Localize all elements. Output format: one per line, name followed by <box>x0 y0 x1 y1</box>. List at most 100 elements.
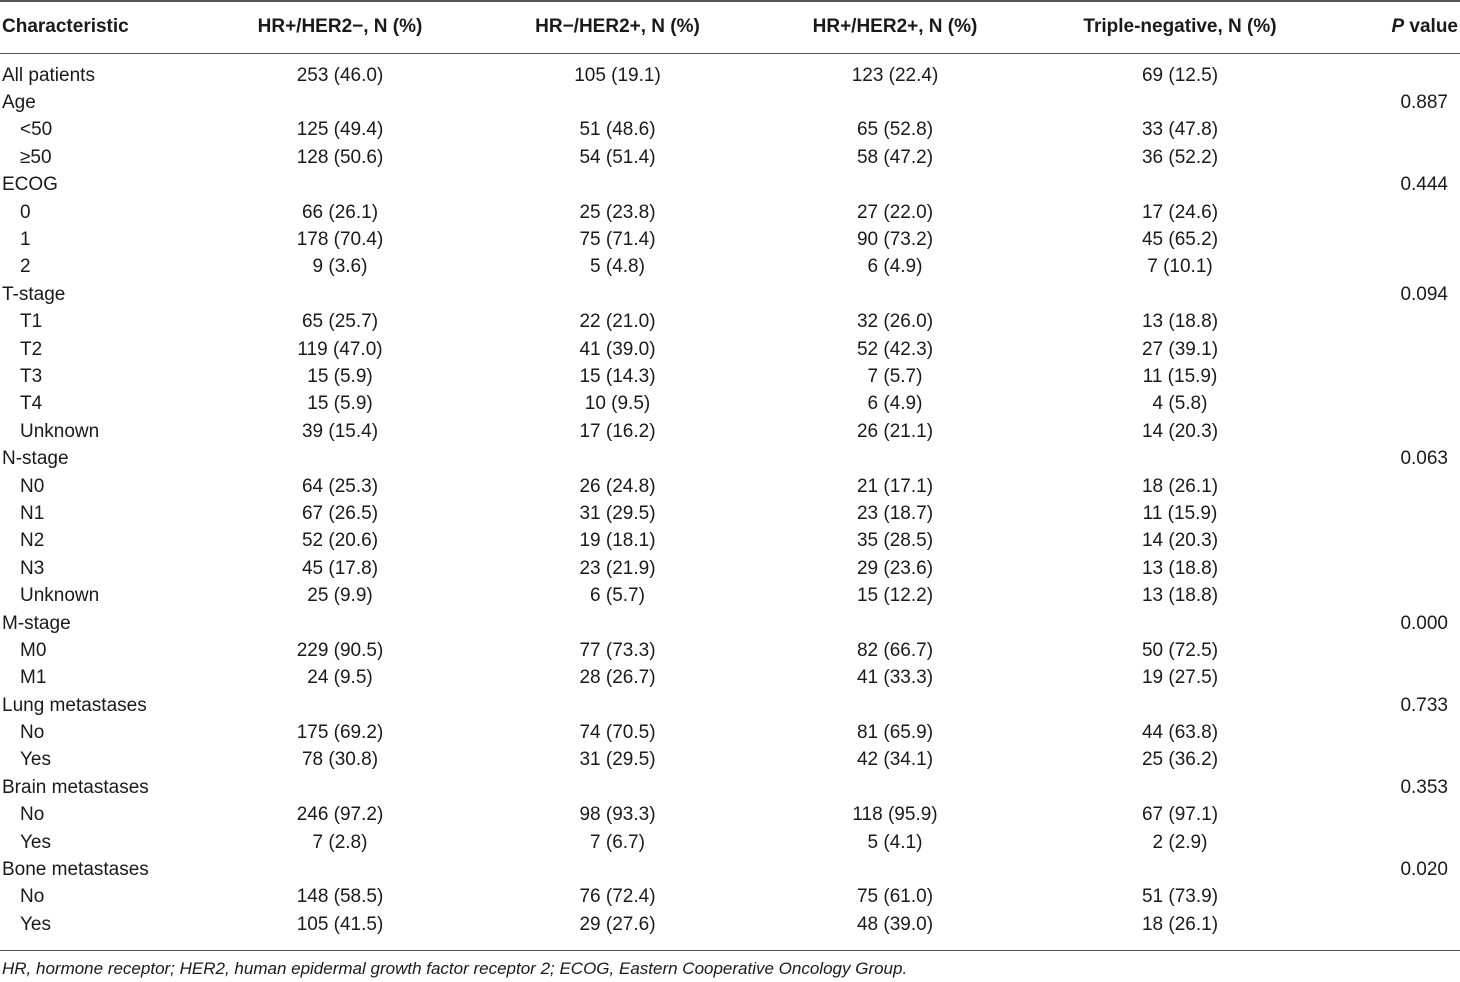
table-row: T2 119 (47.0) 41 (39.0) 52 (42.3) 27 (39.1) <box>0 336 1460 363</box>
table-row: T-stage 0.094 <box>0 281 1460 308</box>
cell-hr-pos-her2-neg: 105 (41.5) <box>296 913 384 935</box>
cell-triple-negative: 44 (63.8) <box>1141 722 1219 744</box>
cell-hr-pos-her2-neg: 9 (3.6) <box>312 256 368 278</box>
cell-hr-neg-her2-pos: 6 (5.7) <box>590 585 645 607</box>
cell-p-value <box>1325 884 1460 911</box>
cell-hr-pos-her2-neg <box>200 856 480 883</box>
cell-hr-neg-her2-pos <box>480 610 755 637</box>
cell-hr-pos-her2-neg <box>200 774 480 801</box>
cell-triple-negative: 14 (20.3) <box>1141 530 1219 552</box>
cell-p-value: 0.094 <box>1400 283 1448 305</box>
cell-triple-negative: 17 (24.6) <box>1141 201 1219 223</box>
row-label: M-stage <box>2 612 71 634</box>
cell-hr-pos-her2-neg <box>200 445 480 472</box>
cell-triple-negative: 13 (18.8) <box>1141 311 1219 333</box>
cell-hr-neg-her2-pos: 41 (39.0) <box>579 338 656 360</box>
cell-triple-negative: 18 (26.1) <box>1141 913 1219 935</box>
cell-hr-pos-her2-pos: 23 (18.7) <box>856 502 934 524</box>
cell-hr-neg-her2-pos <box>480 445 755 472</box>
row-label: No <box>20 804 45 826</box>
cell-hr-pos-her2-neg: 125 (49.4) <box>296 119 384 141</box>
cell-triple-negative <box>1035 89 1325 116</box>
header-p-rest: value <box>1404 16 1458 37</box>
row-label: <50 <box>20 119 53 141</box>
table-row: ECOG 0.444 <box>0 172 1460 199</box>
cell-p-value <box>1325 528 1460 555</box>
cell-triple-negative <box>1035 445 1325 472</box>
cell-p-value <box>1325 802 1460 829</box>
header-triple-negative: Triple-negative, N (%) <box>1083 16 1277 37</box>
table-row: All patients 253 (46.0) 105 (19.1) 123 (22.… <box>0 54 1460 89</box>
table-row: T1 65 (25.7) 22 (21.0) 32 (26.0) 13 (18.8) <box>0 309 1460 336</box>
cell-hr-pos-her2-pos <box>755 856 1035 883</box>
cell-hr-pos-her2-neg <box>200 692 480 719</box>
header-characteristic: Characteristic <box>2 16 129 37</box>
cell-triple-negative: 11 (15.9) <box>1142 365 1218 387</box>
cell-hr-pos-her2-pos: 7 (5.7) <box>867 365 923 387</box>
row-label: T1 <box>20 311 43 333</box>
cell-triple-negative <box>1035 856 1325 883</box>
row-label: T3 <box>20 365 43 387</box>
cell-hr-pos-her2-neg <box>200 89 480 116</box>
cell-triple-negative: 4 (5.8) <box>1152 393 1208 415</box>
cell-hr-pos-her2-pos <box>755 774 1035 801</box>
row-label: Brain metastases <box>2 776 149 798</box>
row-label: T4 <box>20 393 43 415</box>
cell-hr-neg-her2-pos: 31 (29.5) <box>579 502 656 524</box>
header-p-italic: P <box>1391 16 1405 37</box>
cell-hr-pos-her2-neg: 65 (25.7) <box>301 311 379 333</box>
table-row: Bone metastases 0.020 <box>0 856 1460 883</box>
table-row: No 246 (97.2) 98 (93.3) 118 (95.9) 67 (97.1) <box>0 802 1460 829</box>
row-label: N0 <box>20 475 45 497</box>
header-hr-neg-her2-pos: HR−/HER2+, N (%) <box>535 16 700 37</box>
cell-p-value <box>1325 226 1460 253</box>
cell-p-value <box>1325 911 1460 938</box>
cell-hr-neg-her2-pos: 76 (72.4) <box>579 886 656 908</box>
cell-hr-neg-her2-pos: 19 (18.1) <box>579 530 656 552</box>
characteristics-table: Characteristic HR+/HER2−, N (%) HR−/HER2… <box>0 0 1460 938</box>
table-row: Brain metastases 0.353 <box>0 774 1460 801</box>
cell-hr-pos-her2-pos: 58 (47.2) <box>856 146 934 168</box>
cell-hr-pos-her2-pos <box>755 692 1035 719</box>
cell-hr-pos-her2-neg: 175 (69.2) <box>296 722 384 744</box>
cell-hr-pos-her2-pos: 118 (95.9) <box>852 804 938 826</box>
header-p-value: P value <box>1325 0 1460 54</box>
cell-hr-pos-her2-pos: 42 (34.1) <box>856 749 934 771</box>
cell-p-value <box>1325 747 1460 774</box>
row-label: 1 <box>20 229 31 251</box>
cell-p-value <box>1325 54 1460 89</box>
cell-triple-negative: 14 (20.3) <box>1141 420 1219 442</box>
cell-hr-neg-her2-pos: 75 (71.4) <box>579 229 656 251</box>
cell-p-value <box>1325 418 1460 445</box>
cell-hr-pos-her2-pos: 75 (61.0) <box>856 886 934 908</box>
cell-hr-pos-her2-neg: 45 (17.8) <box>301 557 379 579</box>
row-label: Unknown <box>20 585 100 607</box>
cell-hr-pos-her2-neg: 78 (30.8) <box>301 749 379 771</box>
cell-triple-negative <box>1035 692 1325 719</box>
table-header-row: Characteristic HR+/HER2−, N (%) HR−/HER2… <box>0 0 1460 54</box>
cell-p-value <box>1325 555 1460 582</box>
table-row: Yes 105 (41.5) 29 (27.6) 48 (39.0) 18 (26.1) <box>0 911 1460 938</box>
row-label: Age <box>2 92 36 114</box>
cell-hr-pos-her2-pos: 81 (65.9) <box>856 722 934 744</box>
cell-hr-pos-her2-neg: 128 (50.6) <box>296 146 384 168</box>
cell-hr-pos-her2-pos: 82 (66.7) <box>856 639 934 661</box>
row-label: Unknown <box>20 420 100 442</box>
top-rule <box>0 0 1460 2</box>
cell-hr-neg-her2-pos: 105 (19.1) <box>574 64 661 86</box>
cell-hr-pos-her2-pos: 65 (52.8) <box>856 119 934 141</box>
table-footnote: HR, hormone receptor; HER2, human epider… <box>2 959 908 978</box>
cell-p-value <box>1325 719 1460 746</box>
row-label: No <box>20 722 45 744</box>
cell-hr-pos-her2-neg: 25 (9.9) <box>307 585 373 607</box>
cell-hr-neg-her2-pos: 10 (9.5) <box>584 393 651 415</box>
cell-hr-neg-her2-pos: 28 (26.7) <box>579 667 656 689</box>
cell-hr-neg-her2-pos: 15 (14.3) <box>579 365 656 387</box>
cell-hr-neg-her2-pos <box>480 281 755 308</box>
cell-hr-neg-her2-pos <box>480 172 755 199</box>
cell-hr-neg-her2-pos: 98 (93.3) <box>579 804 656 826</box>
cell-p-value <box>1325 391 1460 418</box>
cell-hr-pos-her2-pos: 15 (12.2) <box>856 585 934 607</box>
cell-p-value <box>1325 665 1460 692</box>
table-row: N2 52 (20.6) 19 (18.1) 35 (28.5) 14 (20.3) <box>0 528 1460 555</box>
